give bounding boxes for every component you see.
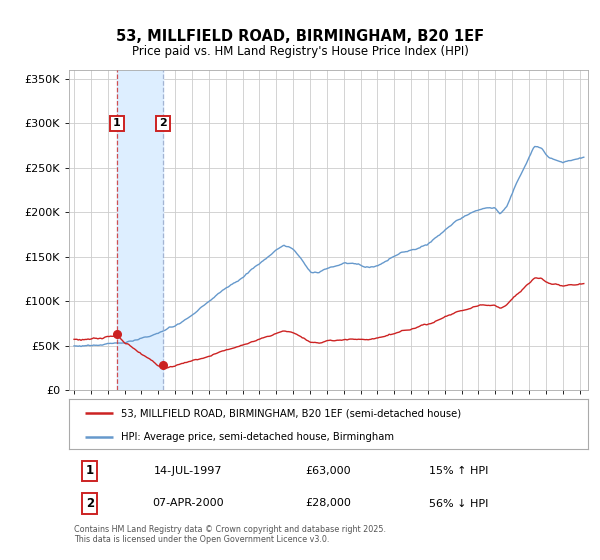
Text: HPI: Average price, semi-detached house, Birmingham: HPI: Average price, semi-detached house,… xyxy=(121,432,394,442)
Text: 1: 1 xyxy=(113,118,121,128)
Text: 14-JUL-1997: 14-JUL-1997 xyxy=(154,466,223,476)
Text: 2: 2 xyxy=(86,497,94,510)
Point xyxy=(81,410,88,417)
Bar xyxy=(117,70,163,390)
Text: £28,000: £28,000 xyxy=(305,498,352,508)
Point xyxy=(110,410,117,417)
Text: Price paid vs. HM Land Registry's House Price Index (HPI): Price paid vs. HM Land Registry's House … xyxy=(131,45,469,58)
Point xyxy=(81,433,88,440)
Point xyxy=(110,433,117,440)
Text: 07-APR-2000: 07-APR-2000 xyxy=(152,498,224,508)
Text: 1: 1 xyxy=(86,464,94,477)
Text: 53, MILLFIELD ROAD, BIRMINGHAM, B20 1EF (semi-detached house): 53, MILLFIELD ROAD, BIRMINGHAM, B20 1EF … xyxy=(121,408,461,418)
Text: £63,000: £63,000 xyxy=(305,466,352,476)
Text: 15% ↑ HPI: 15% ↑ HPI xyxy=(428,466,488,476)
Text: 2: 2 xyxy=(159,118,167,128)
Text: 53, MILLFIELD ROAD, BIRMINGHAM, B20 1EF: 53, MILLFIELD ROAD, BIRMINGHAM, B20 1EF xyxy=(116,29,484,44)
Text: 56% ↓ HPI: 56% ↓ HPI xyxy=(428,498,488,508)
Text: Contains HM Land Registry data © Crown copyright and database right 2025.
This d: Contains HM Land Registry data © Crown c… xyxy=(74,525,386,544)
